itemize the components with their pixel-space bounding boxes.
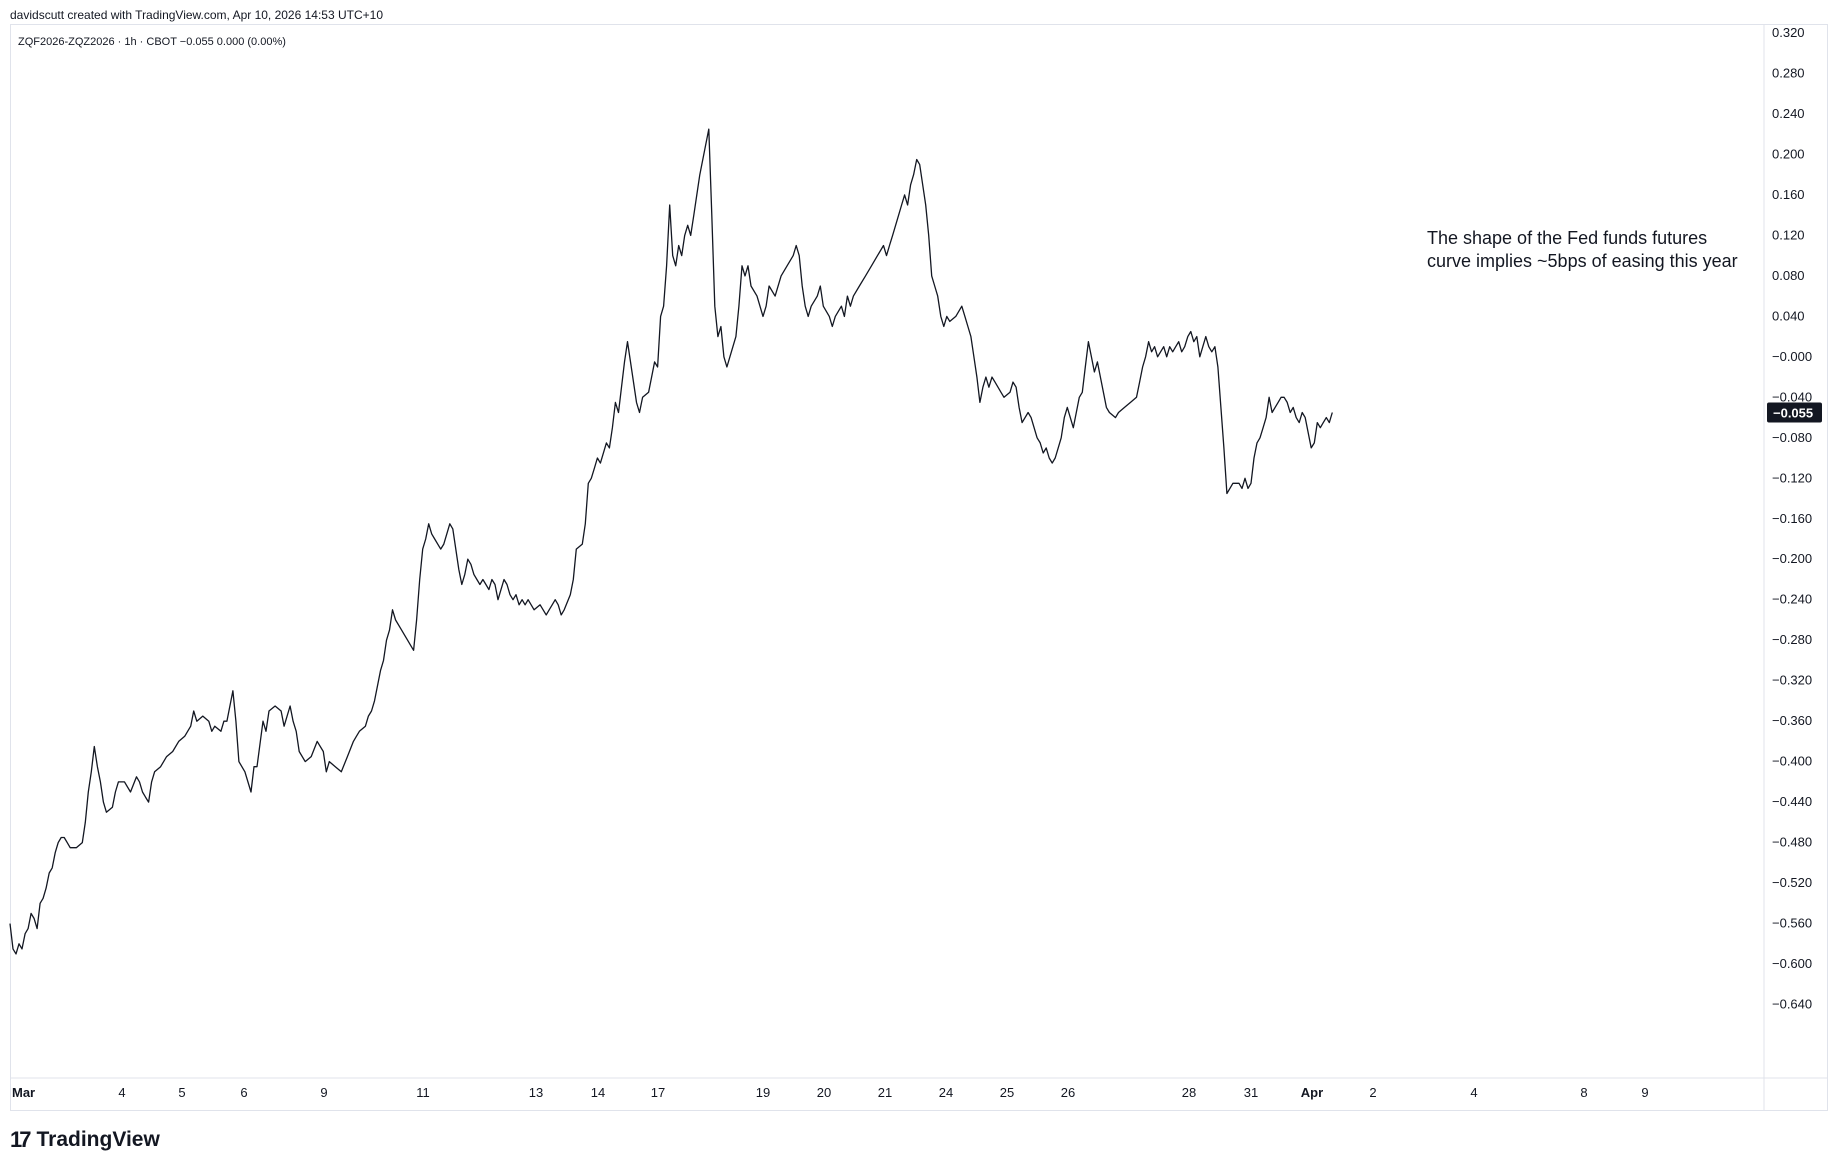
time-axis: Mar 4 5 6 9 11 13 14 17 19 20 21 24 25 26 28 31 Apr 2 4 8 9 [12,1085,1649,1100]
last-price-badge-bg [1767,402,1822,423]
chart-frame [10,24,1828,1111]
x-tick-label: 19 [756,1085,770,1100]
y-tick-label: −0.040 [1772,389,1812,404]
y-tick-label: −0.120 [1772,470,1812,485]
last-price-badge: −0.055 [1767,402,1822,423]
y-tick-label: −0.320 [1772,673,1812,688]
tradingview-logo-text: TradingView [36,1128,160,1151]
x-tick-label: 17 [651,1085,665,1100]
y-tick-label: −0.480 [1772,835,1812,850]
y-tick-label: 0.040 [1772,308,1805,323]
x-tick-label: 14 [591,1085,605,1100]
last-price-badge-label: −0.055 [1773,406,1813,421]
y-tick-label: 0.280 [1772,65,1805,80]
chart-annotation: The shape of the Fed funds futures curve… [1427,228,1738,271]
x-tick-label: 31 [1244,1085,1258,1100]
y-tick-label: −0.160 [1772,511,1812,526]
x-tick-label: 20 [817,1085,831,1100]
y-tick-label: −0.200 [1772,551,1812,566]
y-tick-label: 0.080 [1772,268,1805,283]
x-tick-label: 4 [118,1085,125,1100]
y-tick-label: 0.200 [1772,146,1805,161]
x-tick-label: 25 [1000,1085,1014,1100]
x-tick-label: 2 [1369,1085,1376,1100]
y-tick-label: −0.640 [1772,997,1812,1012]
y-tick-label: 0.120 [1772,227,1805,242]
y-tick-label: −0.240 [1772,592,1812,607]
x-tick-label: 8 [1580,1085,1587,1100]
x-tick-label: 6 [240,1085,247,1100]
x-tick-label: 28 [1182,1085,1196,1100]
tradingview-logo[interactable]: 17 TradingView [10,1127,160,1153]
x-tick-label: 5 [178,1085,185,1100]
y-tick-label: −0.000 [1772,349,1812,364]
y-tick-label: 0.240 [1772,106,1805,121]
y-tick-label: 0.320 [1772,25,1805,40]
x-tick-label: 4 [1470,1085,1477,1100]
x-tick-label: Apr [1301,1085,1323,1100]
x-tick-label: 21 [878,1085,892,1100]
tradingview-logo-mark: 17 [10,1127,32,1152]
x-tick-label: Mar [12,1085,35,1100]
x-tick-label: 26 [1061,1085,1075,1100]
price-series-line [9,128,1333,955]
y-tick-label: −0.440 [1772,794,1812,809]
y-tick-label: −0.360 [1772,713,1812,728]
price-axis: 0.320 0.280 0.240 0.200 0.160 0.120 0.080 0.040… [1772,25,1812,1012]
x-tick-label: 13 [529,1085,543,1100]
symbol-legend: ZQF2026-ZQZ2026 · 1h · CBOT −0.055 0.000… [18,36,286,48]
y-tick-label: −0.520 [1772,875,1812,890]
chart-credit: davidscutt created with TradingView.com,… [10,8,383,22]
x-tick-label: 9 [1641,1085,1648,1100]
x-tick-label: 9 [320,1085,327,1100]
y-tick-label: 0.160 [1772,187,1805,202]
y-tick-label: −0.400 [1772,754,1812,769]
y-tick-label: −0.280 [1772,632,1812,647]
y-tick-label: −0.560 [1772,916,1812,931]
x-tick-label: 11 [416,1085,430,1100]
x-tick-label: 24 [939,1085,953,1100]
y-tick-label: −0.600 [1772,956,1812,971]
y-tick-label: −0.080 [1772,430,1812,445]
